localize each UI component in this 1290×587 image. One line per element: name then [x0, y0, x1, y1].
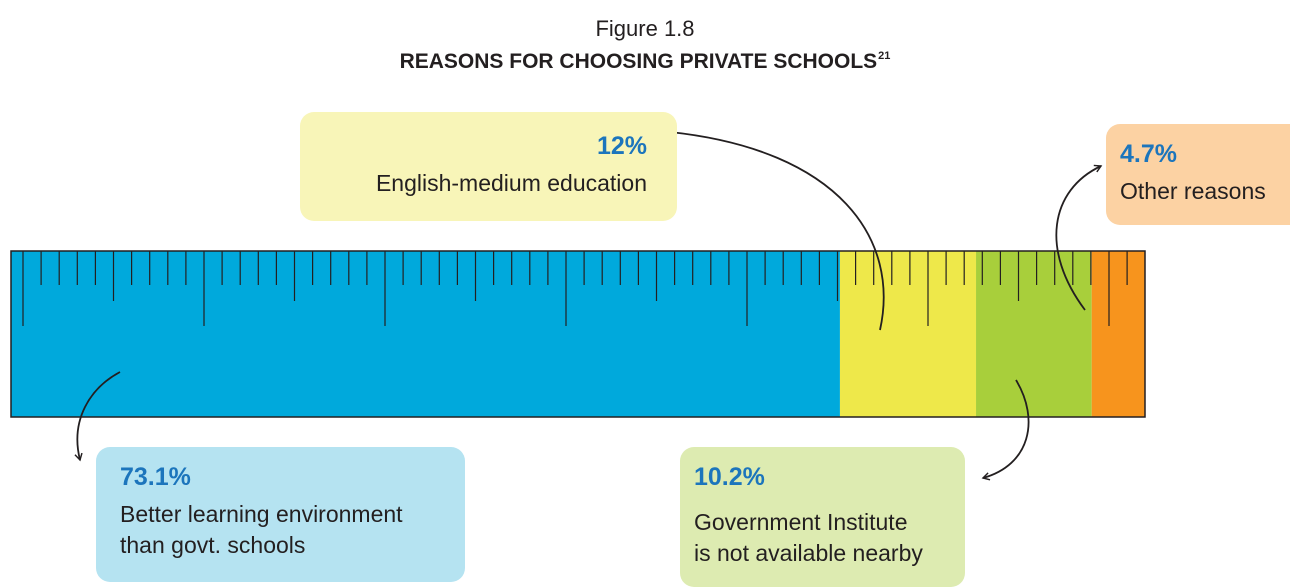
arrow-other: [1055, 164, 1103, 311]
callout-better-learning: 73.1% Better learning environment than g…: [96, 447, 465, 582]
label-govt-line2: is not available nearby: [694, 540, 923, 566]
bar-segments: [11, 251, 1145, 417]
bar-other-reasons: [1091, 251, 1145, 417]
chart-title: REASONS FOR CHOOSING PRIVATE SCHOOLS21: [0, 50, 1290, 74]
label-other-reasons: Other reasons: [1120, 178, 1266, 204]
label-better-learning-line2: than govt. schools: [120, 532, 306, 558]
label-english-medium: English-medium education: [375, 170, 647, 196]
pct-govt-not-available: 10.2%: [694, 463, 765, 491]
label-govt-line1: Government Institute: [694, 509, 908, 535]
figure-label: Figure 1.8: [595, 16, 695, 41]
bar-english-medium: [839, 251, 977, 417]
label-better-learning-line1: Better learning environment: [120, 501, 403, 527]
bar-better-learning: [11, 251, 840, 417]
pct-better-learning: 73.1%: [120, 463, 191, 491]
callout-arrows: [74, 128, 1103, 481]
ruler-outline: [10, 250, 1146, 418]
pct-other-reasons: 4.7%: [1120, 140, 1177, 168]
arrow-better: [74, 371, 121, 462]
pct-english-medium: 12%: [596, 132, 647, 160]
arrow-english: [668, 128, 885, 331]
callout-english-medium: 12% English-medium education: [300, 112, 677, 221]
callout-govt-not-available: 10.2% Government Institute is not availa…: [680, 447, 965, 587]
chart-title-text: REASONS FOR CHOOSING PRIVATE SCHOOLS: [399, 50, 878, 73]
arrow-govt: [981, 379, 1030, 481]
ruler-ticks: [22, 251, 1128, 326]
footnote-ref: 21: [878, 50, 891, 62]
bar-govt-not-available: [976, 251, 1092, 417]
callout-other-reasons: 4.7% Other reasons: [1106, 124, 1290, 225]
